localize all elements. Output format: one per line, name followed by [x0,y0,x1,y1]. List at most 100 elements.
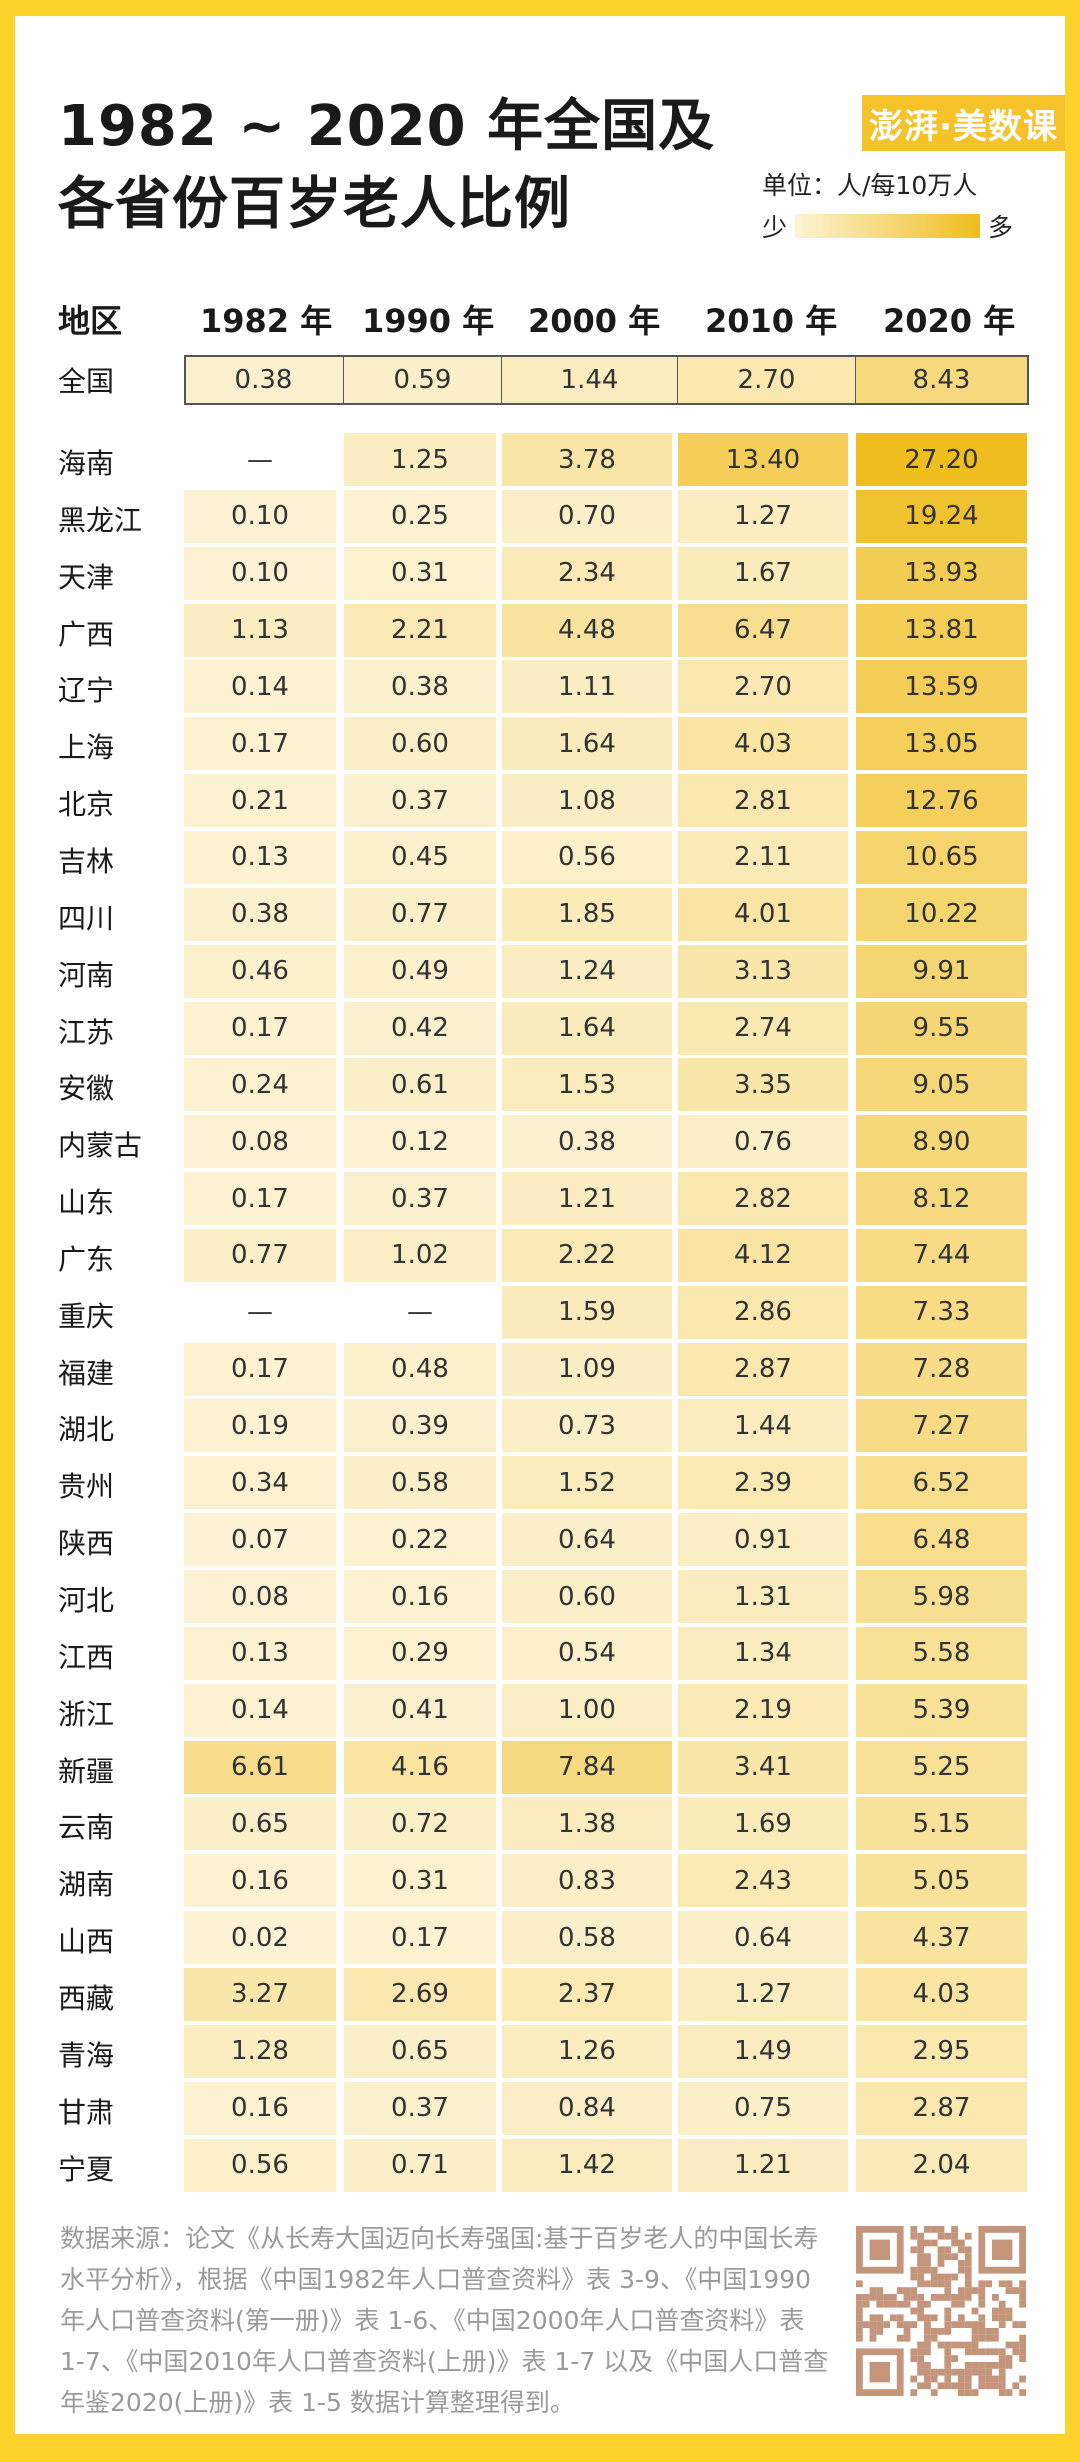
table-cell: 0.91 [678,1513,848,1567]
table-cell: 5.39 [856,1683,1027,1737]
qr-module [924,2368,931,2376]
table-cell: 0.41 [344,1683,496,1737]
table-cell: 1.24 [502,944,672,998]
qr-module [964,2341,972,2349]
qr-module [951,2226,958,2233]
table-cell: 8.90 [856,1115,1027,1169]
qr-module [917,2280,924,2288]
unit-label: 单位：人/每10万人 [762,171,978,200]
qr-module [944,2328,952,2335]
table-cell: 0.73 [502,1399,672,1453]
qr-module [924,2321,931,2328]
qr-module [978,2382,986,2390]
qr-module [937,2232,945,2240]
table-cell: 3.13 [678,944,848,998]
qr-module [998,2355,1006,2362]
region-label: 江西 [58,1640,115,1674]
table-cell: 0.46 [184,944,336,998]
national-cell: 1.44 [502,355,678,405]
qr-module [924,2239,931,2247]
qr-module [978,2300,986,2308]
qr-module [924,2348,931,2356]
region-label: 吉林 [58,844,115,878]
qr-code[interactable] [856,2226,1026,2396]
qr-module [985,2375,992,2383]
table-cell: 0.17 [344,1911,496,1965]
table-cell: 0.16 [184,2081,336,2135]
qr-module [856,2328,863,2335]
table-cell: 2.19 [678,1683,848,1737]
qr-module [971,2341,979,2349]
qr-module [978,2362,986,2369]
table-cell: 1.11 [502,660,672,714]
qr-module [944,2253,952,2260]
qr-module [992,2375,999,2383]
column-header-3: 2010 年 [705,302,838,340]
qr-module [910,2287,918,2294]
qr-module [930,2280,938,2288]
qr-module [930,2226,938,2233]
qr-module [917,2232,924,2240]
qr-module [917,2314,924,2322]
qr-module [978,2348,986,2356]
qr-module [1019,2300,1026,2308]
qr-module [856,2300,863,2308]
qr-module [998,2314,1006,2322]
qr-module [862,2321,870,2328]
qr-module [876,2294,884,2301]
qr-module [958,2382,965,2390]
qr-module [917,2382,924,2390]
qr-module [971,2348,979,2356]
qr-module [910,2273,918,2281]
table-cell: 1.67 [678,546,848,600]
qr-module [985,2368,992,2376]
qr-module [951,2368,958,2376]
qr-module [971,2362,979,2369]
column-header-1: 1990 年 [362,302,495,340]
qr-module [992,2314,999,2322]
qr-module [951,2355,958,2362]
qr-module [958,2300,965,2308]
region-label: 陕西 [58,1527,115,1561]
legend-low-label: 少 [762,213,788,242]
qr-module [890,2300,897,2308]
qr-module [869,2334,877,2342]
qr-module [924,2362,931,2369]
qr-module [985,2382,992,2390]
table-cell: 0.38 [184,887,336,941]
qr-module [883,2294,890,2301]
qr-module [917,2355,924,2362]
qr-module [1019,2280,1026,2288]
qr-module [971,2321,979,2328]
national-region-label: 全国 [58,365,115,398]
qr-module [958,2375,965,2383]
qr-module [951,2300,958,2308]
table-cell: 19.24 [856,489,1027,543]
qr-module [985,2334,992,2342]
table-cell: 1.38 [502,1797,672,1851]
table-cell: 0.34 [184,1456,336,1510]
qr-module [951,2273,958,2281]
table-cell: 2.37 [502,1967,672,2021]
title-line-1: 1982 ~ 2020 年全国及 [58,94,716,159]
qr-module [964,2382,972,2390]
qr-module [1005,2355,1013,2362]
region-label: 江苏 [58,1015,115,1049]
table-cell: 0.16 [344,1570,496,1623]
qr-module [944,2368,952,2376]
table-cell: 0.75 [678,2081,848,2135]
qr-module [964,2232,972,2240]
qr-module [937,2226,945,2233]
table-cell: 1.53 [502,1058,672,1112]
table-cell: 0.70 [502,489,672,543]
qr-module [937,2273,945,2281]
table-cell: 1.13 [184,603,336,657]
region-label: 新疆 [58,1754,115,1788]
qr-module [992,2362,999,2369]
table-cell: 0.49 [344,944,496,998]
qr-module [944,2246,952,2254]
qr-module [869,2314,877,2322]
qr-module [930,2314,938,2322]
table-cell: 2.21 [344,603,496,657]
qr-module [964,2389,972,2396]
